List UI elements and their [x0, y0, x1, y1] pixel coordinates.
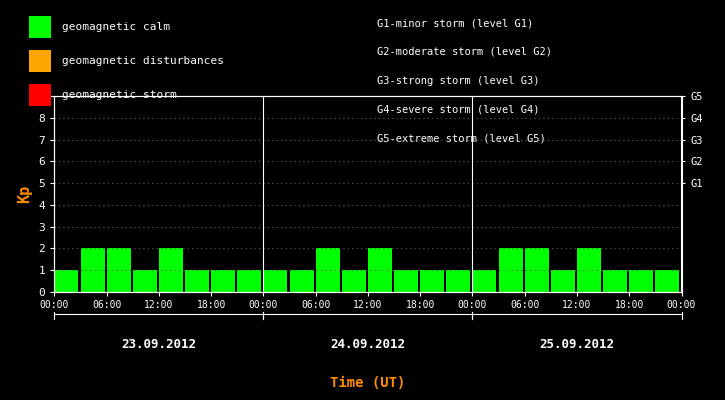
Text: 24.09.2012: 24.09.2012	[331, 338, 405, 351]
Bar	[341, 270, 366, 292]
Bar	[211, 270, 235, 292]
Bar	[263, 270, 287, 292]
Text: geomagnetic storm: geomagnetic storm	[62, 90, 176, 100]
Bar	[420, 270, 444, 292]
Text: G2-moderate storm (level G2): G2-moderate storm (level G2)	[377, 47, 552, 57]
Text: Time (UT): Time (UT)	[331, 376, 405, 390]
Bar	[525, 248, 549, 292]
Bar	[551, 270, 575, 292]
Bar	[499, 248, 523, 292]
Bar	[394, 270, 418, 292]
Text: G1-minor storm (level G1): G1-minor storm (level G1)	[377, 18, 534, 28]
Bar	[629, 270, 653, 292]
Bar	[655, 270, 679, 292]
Bar	[447, 270, 471, 292]
Text: G3-strong storm (level G3): G3-strong storm (level G3)	[377, 76, 539, 86]
Bar	[368, 248, 392, 292]
Bar	[159, 248, 183, 292]
Bar	[54, 270, 78, 292]
Bar	[577, 248, 601, 292]
Bar	[237, 270, 261, 292]
Bar	[603, 270, 627, 292]
Bar	[107, 248, 130, 292]
Bar	[315, 248, 340, 292]
Y-axis label: Kp: Kp	[17, 185, 32, 203]
Text: geomagnetic calm: geomagnetic calm	[62, 22, 170, 32]
Text: 25.09.2012: 25.09.2012	[539, 338, 615, 351]
Text: G5-extreme storm (level G5): G5-extreme storm (level G5)	[377, 133, 546, 143]
Text: 23.09.2012: 23.09.2012	[121, 338, 196, 351]
Bar	[289, 270, 314, 292]
Bar	[473, 270, 497, 292]
Bar	[185, 270, 209, 292]
Bar	[80, 248, 104, 292]
Text: geomagnetic disturbances: geomagnetic disturbances	[62, 56, 223, 66]
Text: G4-severe storm (level G4): G4-severe storm (level G4)	[377, 104, 539, 114]
Bar	[133, 270, 157, 292]
